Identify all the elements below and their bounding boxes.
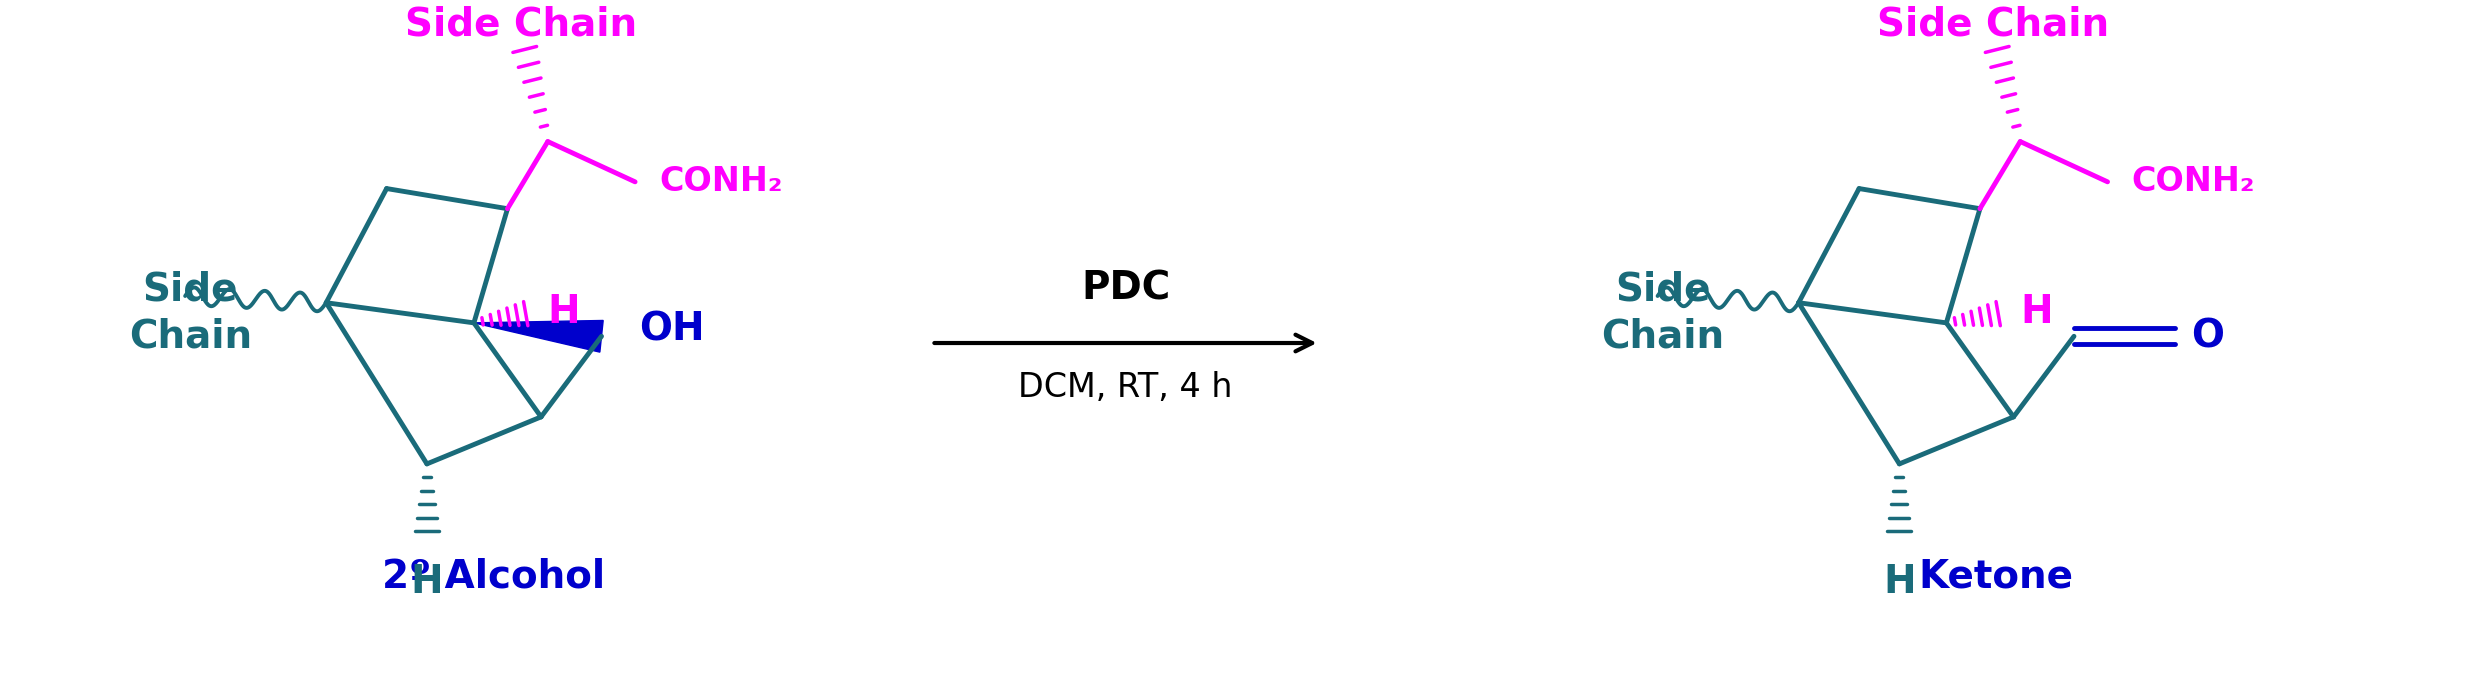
Text: O: O — [2190, 318, 2225, 355]
Text: 2º Alcohol: 2º Alcohol — [381, 558, 606, 596]
Text: CONH₂: CONH₂ — [658, 165, 782, 198]
Text: DCM, RT, 4 h: DCM, RT, 4 h — [1017, 371, 1233, 404]
Text: OH: OH — [639, 311, 705, 349]
Polygon shape — [473, 320, 604, 352]
Text: Ketone: Ketone — [1918, 558, 2074, 596]
Text: H: H — [547, 293, 579, 331]
Text: CONH₂: CONH₂ — [2131, 165, 2255, 198]
Text: Side
Chain: Side Chain — [129, 271, 252, 355]
Text: H: H — [2020, 293, 2052, 331]
Text: PDC: PDC — [1082, 269, 1171, 307]
Text: Side Chain: Side Chain — [406, 5, 636, 43]
Text: H: H — [1883, 563, 1916, 601]
Text: Side Chain: Side Chain — [1879, 5, 2109, 43]
Text: H: H — [411, 563, 443, 601]
Text: Side
Chain: Side Chain — [1601, 271, 1725, 355]
